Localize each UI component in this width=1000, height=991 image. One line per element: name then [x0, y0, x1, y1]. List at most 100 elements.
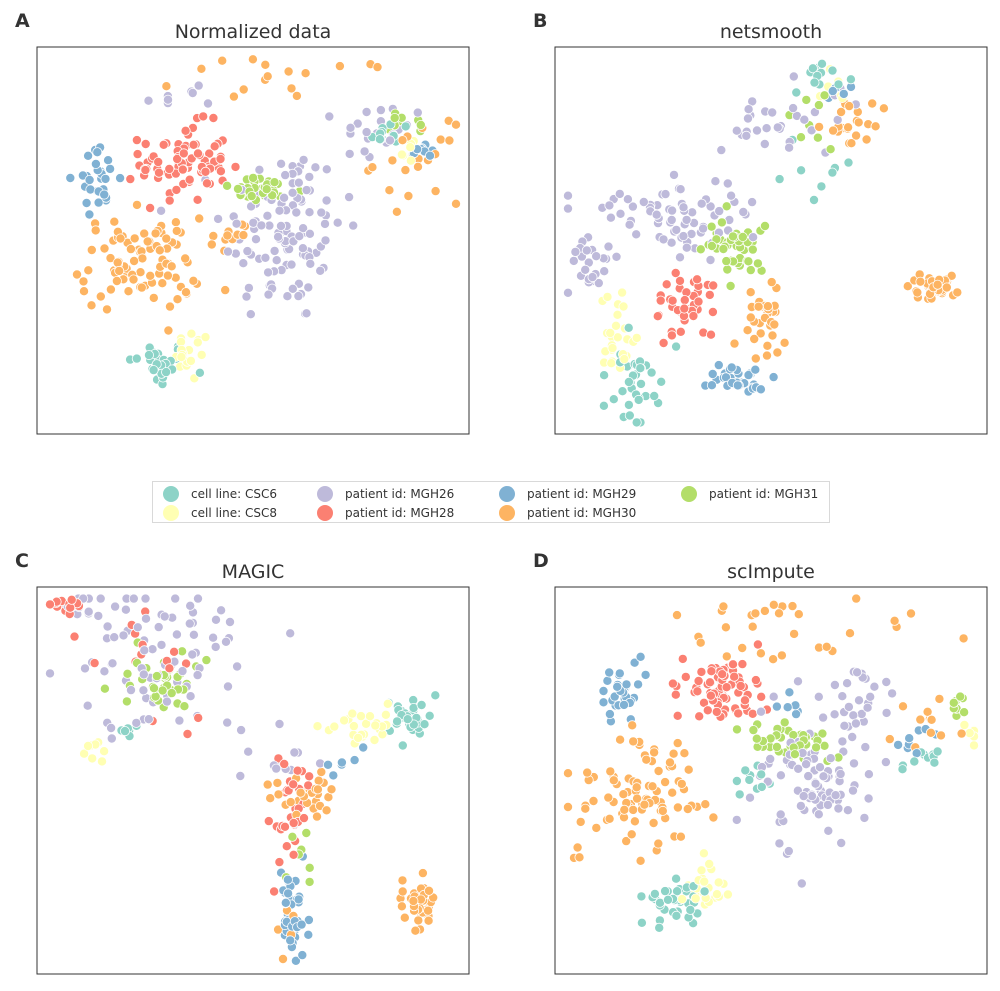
- data-point-mgh30: [137, 253, 148, 264]
- data-point-mgh26: [743, 104, 754, 115]
- data-point-mgh26: [344, 148, 355, 159]
- data-point-mgh30: [591, 822, 602, 833]
- data-point-mgh26: [799, 114, 810, 125]
- data-point-mgh28: [694, 711, 705, 722]
- data-point-mgh30: [262, 779, 273, 790]
- data-point-mgh31: [695, 244, 706, 255]
- data-point-csc6: [636, 891, 647, 902]
- data-point-mgh28: [184, 174, 195, 185]
- data-point-mgh26: [192, 593, 203, 604]
- data-point-mgh30: [845, 628, 856, 639]
- data-point-mgh26: [95, 593, 106, 604]
- data-point-mgh26: [881, 707, 892, 718]
- data-point-mgh29: [732, 380, 743, 391]
- data-point-mgh31: [389, 113, 400, 124]
- data-point-csc6: [756, 769, 767, 780]
- data-point-mgh31: [269, 177, 280, 188]
- data-point-mgh28: [740, 695, 751, 706]
- data-point-mgh29: [750, 364, 761, 375]
- data-point-mgh28: [288, 849, 299, 860]
- data-point-mgh30: [129, 255, 140, 266]
- data-point-csc8: [79, 748, 90, 759]
- data-point-mgh26: [836, 838, 847, 849]
- data-point-mgh30: [79, 286, 90, 297]
- data-point-mgh26: [120, 604, 131, 615]
- data-point-csc8: [713, 877, 724, 888]
- data-point-mgh26: [287, 187, 298, 198]
- data-point-mgh28: [677, 653, 688, 664]
- data-point-mgh26: [282, 291, 293, 302]
- data-point-mgh26: [140, 613, 151, 624]
- data-point-mgh26: [775, 809, 786, 820]
- data-point-mgh26: [660, 189, 671, 200]
- panel-letter: A: [15, 10, 30, 32]
- data-point-csc6: [663, 894, 674, 905]
- data-point-csc8: [192, 337, 203, 348]
- data-point-mgh30: [444, 135, 455, 146]
- data-point-mgh26: [216, 605, 227, 616]
- data-point-mgh28: [692, 274, 703, 285]
- data-point-csc8: [617, 287, 628, 298]
- data-point-mgh26: [622, 194, 633, 205]
- data-point-mgh30: [672, 802, 683, 813]
- data-point-mgh30: [367, 162, 378, 173]
- data-point-mgh30: [902, 281, 913, 292]
- data-point-mgh30: [768, 599, 779, 610]
- data-point-mgh26: [345, 122, 356, 133]
- data-point-csc6: [791, 87, 802, 98]
- data-point-mgh29: [290, 955, 301, 966]
- data-point-csc8: [196, 349, 207, 360]
- data-point-mgh26: [238, 258, 249, 269]
- data-point-mgh30: [105, 284, 116, 295]
- data-point-mgh29: [81, 197, 92, 208]
- data-point-csc8: [405, 142, 416, 153]
- data-point-mgh26: [847, 732, 858, 743]
- data-point-mgh28: [178, 148, 189, 159]
- data-point-mgh30: [793, 609, 804, 620]
- data-point-mgh28: [182, 729, 193, 740]
- data-point-mgh26: [658, 234, 669, 245]
- data-point-mgh30: [750, 353, 761, 364]
- data-point-csc8: [353, 732, 364, 743]
- data-point-mgh26: [263, 289, 274, 300]
- data-point-mgh30: [672, 610, 683, 621]
- data-point-csc8: [83, 741, 94, 752]
- panel-c: C MAGIC: [15, 550, 470, 975]
- data-point-mgh28: [661, 279, 672, 290]
- data-point-mgh30: [628, 736, 639, 747]
- data-point-mgh26: [815, 762, 826, 773]
- data-point-mgh26: [563, 190, 574, 201]
- data-point-mgh26: [287, 283, 298, 294]
- data-point-mgh28: [269, 886, 280, 897]
- data-point-mgh28: [45, 599, 56, 610]
- data-point-mgh26: [599, 266, 610, 277]
- data-point-mgh31: [752, 258, 763, 269]
- data-point-mgh26: [705, 201, 716, 212]
- data-point-mgh28: [169, 646, 180, 657]
- data-point-mgh31: [813, 100, 824, 111]
- data-point-mgh30: [946, 270, 957, 281]
- data-point-csc6: [699, 886, 710, 897]
- data-point-mgh28: [279, 821, 290, 832]
- data-point-csc8: [612, 332, 623, 343]
- data-point-mgh26: [822, 799, 833, 810]
- data-point-mgh26: [80, 663, 91, 674]
- data-point-mgh30: [316, 767, 327, 778]
- legend-label: patient id: MGH26: [345, 487, 455, 501]
- data-point-mgh30: [747, 621, 758, 632]
- data-point-mgh30: [742, 325, 753, 336]
- data-point-mgh26: [132, 622, 143, 633]
- data-point-mgh30: [639, 799, 650, 810]
- data-point-mgh29: [784, 687, 795, 698]
- data-point-mgh30: [753, 301, 764, 312]
- data-point-csc6: [731, 776, 742, 787]
- data-point-mgh26: [726, 190, 737, 201]
- data-point-mgh26: [807, 791, 818, 802]
- data-point-mgh28: [672, 710, 683, 721]
- data-point-mgh26: [681, 214, 692, 225]
- data-point-mgh30: [851, 130, 862, 141]
- data-point-mgh30: [718, 601, 729, 612]
- data-point-mgh28: [132, 149, 143, 160]
- data-point-mgh31: [721, 201, 732, 212]
- data-point-mgh26: [303, 282, 314, 293]
